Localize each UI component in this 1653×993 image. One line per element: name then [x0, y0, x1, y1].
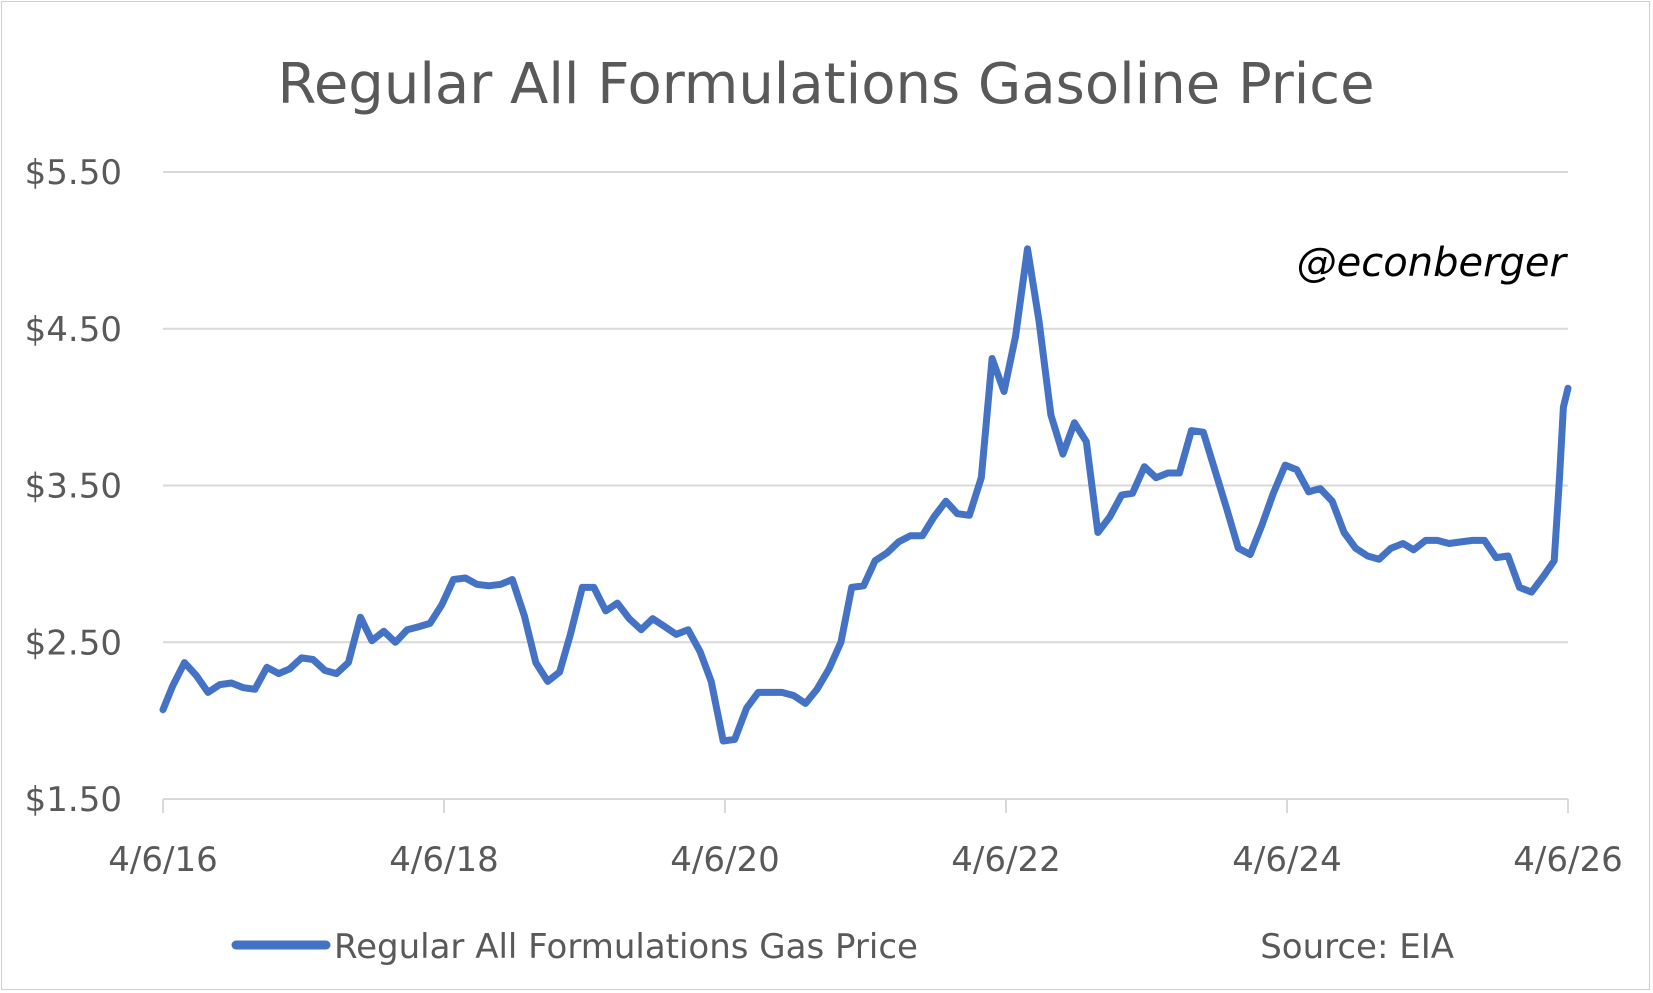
legend: Regular All Formulations Gas Price	[231, 927, 918, 967]
y-tick-label: $5.50	[25, 153, 122, 193]
series-group	[159, 245, 1572, 745]
x-tick-label: 4/6/16	[108, 840, 217, 880]
y-tick-label: $2.50	[25, 623, 122, 663]
y-axis-tick-labels: $1.50 $2.50 $3.50 $4.50 $5.50	[25, 153, 122, 820]
y-tick-label: $3.50	[25, 467, 122, 507]
x-tick-label: 4/6/22	[951, 840, 1060, 880]
x-tick-label: 4/6/26	[1513, 840, 1622, 880]
x-tick-label: 4/6/20	[670, 840, 779, 880]
chart-title: Regular All Formulations Gasoline Price	[277, 52, 1374, 117]
y-tick-label: $4.50	[25, 310, 122, 350]
x-axis: 4/6/16 4/6/18 4/6/20 4/6/22 4/6/24 4/6/26	[108, 798, 1623, 880]
x-tick-label: 4/6/24	[1232, 840, 1341, 880]
source-note: Source: EIA	[1260, 927, 1454, 967]
x-tick-label: 4/6/18	[389, 840, 498, 880]
series-line	[159, 245, 1572, 745]
y-tick-label: $1.50	[25, 780, 122, 820]
author-handle: @econberger	[1297, 240, 1569, 286]
legend-label: Regular All Formulations Gas Price	[334, 927, 918, 967]
